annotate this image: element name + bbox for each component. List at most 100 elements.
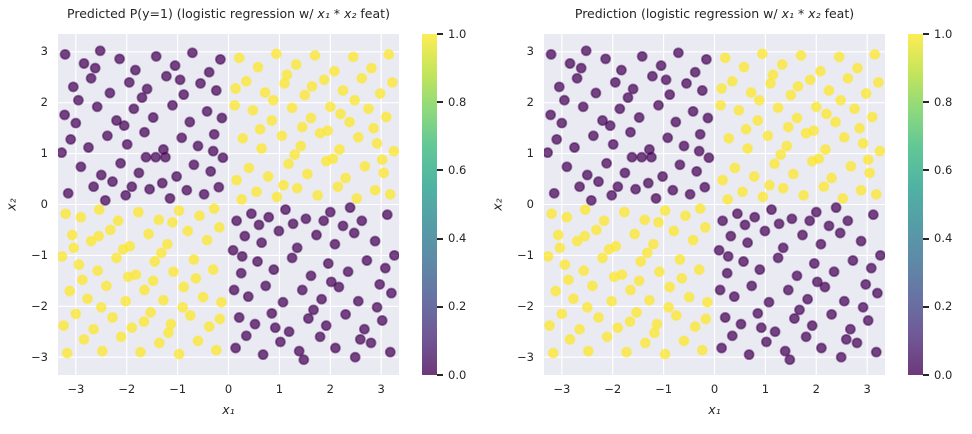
data-point-class0 <box>286 252 298 264</box>
data-point-class1 <box>694 203 706 215</box>
data-point-class1 <box>826 172 838 184</box>
data-point-class1 <box>648 327 660 339</box>
data-point-class0 <box>823 220 835 232</box>
data-point-class1 <box>126 322 138 334</box>
data-point-class0 <box>802 293 814 305</box>
title-text: feat) <box>820 6 855 21</box>
data-point-class1 <box>138 316 150 328</box>
data-point-class0 <box>120 189 132 201</box>
data-point-class1 <box>100 280 112 292</box>
colorbar-tick-mark <box>437 169 443 172</box>
colorbar-tick-label: 1.0 <box>934 26 953 41</box>
data-point-class0 <box>147 112 159 123</box>
y-tick-label: 3 <box>526 44 534 59</box>
data-point-class1 <box>356 72 368 84</box>
data-point-class1 <box>95 301 107 313</box>
data-point-class0 <box>214 53 226 65</box>
data-point-class0 <box>779 345 791 357</box>
data-point-class0 <box>844 323 856 335</box>
title-math-text: x₁ * x₂ <box>781 6 821 21</box>
data-point-class1 <box>641 247 653 259</box>
data-point-class0 <box>687 105 699 117</box>
y-tick-label: −1 <box>517 247 534 262</box>
data-point-class0 <box>70 117 82 129</box>
data-point-class1 <box>693 264 705 276</box>
data-point-class1 <box>305 112 317 124</box>
data-point-class1 <box>115 331 127 343</box>
colorbar-tick-label: 0.4 <box>934 231 953 246</box>
data-point-class1 <box>66 229 78 241</box>
data-point-class1 <box>351 192 363 204</box>
data-point-class0 <box>626 151 638 163</box>
data-point-class0 <box>240 330 252 342</box>
data-point-class0 <box>636 151 648 163</box>
data-point-class1 <box>289 149 301 161</box>
data-point-class1 <box>266 115 278 126</box>
data-point-class1 <box>772 102 784 114</box>
data-point-class0 <box>277 296 289 308</box>
colorbar <box>908 34 923 375</box>
data-point-class0 <box>72 94 84 106</box>
data-point-class0 <box>88 181 100 193</box>
data-point-class1 <box>344 116 356 128</box>
data-point-class1 <box>61 347 73 359</box>
data-point-class0 <box>65 133 77 145</box>
data-point-class1 <box>201 234 213 246</box>
data-point-class1 <box>182 225 194 237</box>
data-point-class1 <box>384 188 396 200</box>
data-point-class0 <box>763 296 775 308</box>
data-point-class0 <box>754 264 766 276</box>
data-point-class1 <box>229 99 241 111</box>
data-point-class1 <box>792 80 804 92</box>
data-point-class0 <box>121 138 133 150</box>
data-point-class1 <box>208 203 220 215</box>
data-point-class0 <box>716 342 728 354</box>
data-point-class1 <box>117 243 129 255</box>
data-point-class1 <box>700 313 712 325</box>
y-tick-label: −2 <box>31 298 48 313</box>
data-point-class0 <box>296 284 308 296</box>
data-point-class0 <box>217 152 229 164</box>
data-point-class0 <box>371 301 383 313</box>
data-point-class0 <box>834 227 846 239</box>
data-point-class0 <box>230 342 242 354</box>
data-point-class1 <box>231 174 243 186</box>
data-point-class1 <box>854 122 866 134</box>
data-point-class1 <box>625 284 636 296</box>
data-point-class0 <box>324 206 336 218</box>
data-point-class1 <box>230 83 242 94</box>
data-point-class0 <box>188 159 200 171</box>
data-point-class1 <box>337 85 349 96</box>
data-point-class1 <box>259 87 271 98</box>
colorbar-tick-label: 0.8 <box>448 94 467 109</box>
data-point-class0 <box>203 66 215 78</box>
colorbar-tick-mark <box>437 305 443 308</box>
data-point-class0 <box>227 244 239 256</box>
x-tick-label: 0 <box>224 382 233 396</box>
data-point-class0 <box>722 250 734 262</box>
data-point-class0 <box>385 287 397 299</box>
data-point-class0 <box>630 183 642 195</box>
data-point-class0 <box>236 250 248 262</box>
data-point-class1 <box>869 48 881 60</box>
data-point-class1 <box>643 294 655 306</box>
data-point-class0 <box>593 176 604 188</box>
data-point-class1 <box>820 144 831 155</box>
data-point-class1 <box>639 337 651 349</box>
data-point-class1 <box>328 65 340 77</box>
data-point-class1 <box>668 225 680 237</box>
data-point-class1 <box>663 301 675 313</box>
data-point-class0 <box>717 215 729 227</box>
data-point-class1 <box>352 131 364 143</box>
data-point-class0 <box>830 202 842 214</box>
data-point-class1 <box>593 312 604 323</box>
data-point-class1 <box>556 308 568 320</box>
data-point-class1 <box>68 242 80 254</box>
data-point-class0 <box>646 70 658 82</box>
y-tick-label: −3 <box>31 349 48 364</box>
data-point-class1 <box>737 186 748 198</box>
data-point-class0 <box>784 354 796 366</box>
data-point-class1 <box>281 69 293 81</box>
colorbar-tick-mark <box>437 374 443 376</box>
data-point-class0 <box>283 326 295 338</box>
